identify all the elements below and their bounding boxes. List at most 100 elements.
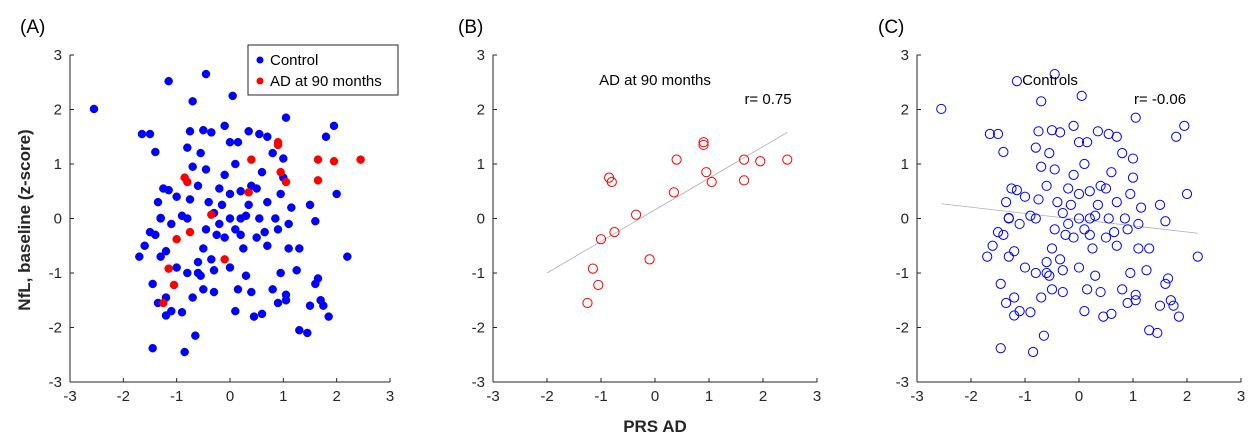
data-point — [1133, 218, 1144, 230]
data-point — [1068, 232, 1079, 243]
x-tick-label: 3 — [386, 388, 394, 405]
data-point — [739, 154, 750, 165]
data-point — [1130, 295, 1141, 306]
x-tick-label: -3 — [910, 388, 923, 405]
data-point — [257, 309, 267, 319]
data-point — [236, 187, 245, 196]
y-tick-label: 0 — [54, 211, 62, 228]
data-point — [1111, 197, 1122, 208]
data-point — [207, 255, 216, 264]
data-point — [193, 181, 203, 191]
data-point — [284, 244, 293, 253]
data-point — [172, 234, 181, 244]
data-point — [281, 296, 291, 305]
data-point — [1019, 191, 1031, 202]
data-point — [311, 216, 320, 226]
data-point — [1076, 90, 1087, 101]
data-point — [263, 197, 272, 207]
data-point — [1125, 188, 1136, 200]
data-point — [1033, 194, 1044, 205]
data-point — [231, 225, 240, 234]
data-point — [159, 298, 168, 308]
data-point — [1030, 213, 1041, 224]
data-point — [1019, 262, 1031, 273]
data-point — [631, 209, 642, 220]
y-tick-label: -3 — [49, 374, 62, 391]
data-point — [145, 129, 155, 139]
y-tick-label: 3 — [477, 47, 485, 64]
data-point — [1163, 273, 1174, 284]
data-point — [196, 271, 205, 280]
data-point — [1041, 257, 1052, 268]
data-point — [233, 137, 243, 147]
data-point — [332, 189, 341, 199]
data-point — [1117, 148, 1128, 159]
data-point — [209, 266, 219, 275]
data-point — [151, 147, 160, 157]
data-point — [220, 170, 229, 180]
data-point — [1046, 284, 1058, 295]
x-tick-label: 1 — [705, 388, 713, 405]
data-point — [201, 69, 211, 79]
data-point — [1014, 218, 1025, 230]
data-point — [207, 210, 216, 219]
data-point — [228, 91, 237, 101]
data-point — [1003, 213, 1014, 224]
data-point — [1111, 131, 1122, 142]
data-point — [215, 219, 224, 229]
data-point — [1127, 172, 1139, 183]
data-point — [1073, 213, 1085, 224]
data-point — [1009, 246, 1020, 257]
data-point — [255, 214, 264, 223]
data-point — [305, 301, 315, 310]
data-point — [1079, 158, 1090, 170]
data-point — [273, 298, 283, 308]
data-point — [1100, 232, 1112, 243]
data-point — [739, 175, 750, 186]
data-point — [276, 268, 285, 278]
y-tick-label: 2 — [54, 102, 62, 119]
x-tick-label: 1 — [1129, 388, 1137, 405]
data-point — [644, 254, 655, 265]
data-point — [1001, 297, 1012, 309]
data-point — [1025, 210, 1036, 221]
data-point — [156, 252, 165, 261]
data-point — [1057, 265, 1068, 276]
data-point — [281, 177, 291, 187]
data-point — [1065, 199, 1077, 210]
panel-1: (A) -3 -2 -1 0 1 2 3 3 2 1 0 -1 -2 -3 Control AD at 90 m… — [20, 17, 399, 405]
y-tick-label: 3 — [54, 47, 62, 64]
data-point — [582, 297, 593, 309]
data-point — [164, 76, 173, 86]
x-tick-label: -1 — [170, 388, 183, 405]
y-tick-label: -3 — [472, 374, 485, 391]
panel-label: (C) — [878, 17, 904, 38]
x-tick-label: -3 — [63, 388, 76, 405]
data-point — [287, 203, 296, 212]
data-point — [212, 230, 221, 240]
data-point — [236, 230, 245, 240]
data-point — [185, 195, 195, 204]
correlation-annotation: r= 0.75 — [744, 91, 791, 108]
data-point — [156, 214, 165, 223]
data-point — [1127, 153, 1139, 164]
data-point — [1030, 142, 1041, 153]
data-point — [1073, 188, 1085, 200]
legend-box — [247, 44, 399, 96]
data-point — [276, 189, 285, 199]
data-point — [89, 104, 99, 114]
data-point — [324, 312, 333, 321]
data-point — [606, 176, 617, 188]
data-point — [225, 214, 235, 223]
data-point — [1109, 227, 1120, 238]
data-point — [1095, 180, 1106, 191]
data-point — [225, 263, 235, 272]
legend-marker — [256, 56, 264, 64]
y-tick-label: -2 — [49, 320, 62, 337]
data-point — [982, 251, 993, 262]
data-point — [595, 234, 607, 245]
data-point — [263, 241, 272, 250]
panel-label: (B) — [458, 17, 483, 38]
data-point — [145, 227, 155, 237]
panel-title: AD at 90 months — [599, 72, 711, 89]
